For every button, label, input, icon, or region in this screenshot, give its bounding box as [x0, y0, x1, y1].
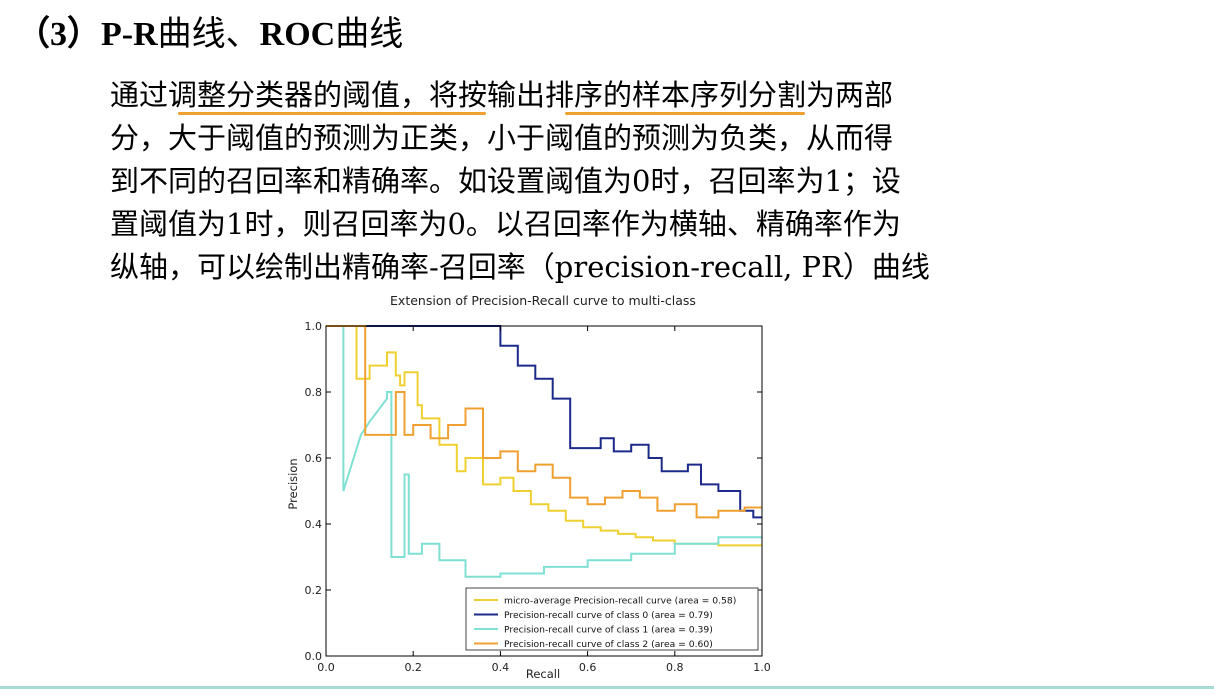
- underline-sorted-output: [565, 112, 805, 115]
- heading-curve1: 曲线、: [157, 14, 260, 54]
- legend-label-1: Precision-recall curve of class 0 (area …: [504, 610, 713, 621]
- explanation-paragraph: 通过调整分类器的阈值，将按输出排序的样本序列分割为两部 分，大于阈值的预测为正类…: [110, 74, 1150, 289]
- slide-heading: （3）P-R曲线、ROC曲线: [16, 6, 403, 55]
- x-axis-label: Recall: [526, 667, 560, 681]
- series-line-3: [326, 325, 762, 519]
- y-axis-label: Precision: [286, 458, 300, 509]
- series-line-2: [326, 325, 762, 578]
- y-tick-label-5: 1.0: [305, 320, 323, 333]
- x-tick-label-1: 0.2: [404, 661, 422, 674]
- series-line-1: [326, 325, 762, 519]
- pr-chart: Extension of Precision-Recall curve to m…: [270, 290, 780, 686]
- x-tick-label-5: 1.0: [753, 661, 771, 674]
- legend-box: [465, 587, 759, 651]
- x-tick-label-3: 0.6: [579, 661, 597, 674]
- x-tick-label-0: 0.0: [317, 661, 335, 674]
- paragraph-line-3: 到不同的召回率和精确率。如设置阈值为0时，召回率为1；设: [110, 164, 901, 198]
- legend-label-2: Precision-recall curve of class 1 (area …: [504, 625, 713, 636]
- y-tick-label-2: 0.4: [305, 518, 323, 531]
- bottom-rule: [0, 686, 1214, 689]
- series-line-0: [326, 325, 762, 547]
- legend-label-3: Precision-recall curve of class 2 (area …: [504, 639, 713, 650]
- heading-curve2: 曲线: [335, 14, 404, 54]
- pr-chart-svg: Extension of Precision-Recall curve to m…: [286, 293, 771, 681]
- y-tick-label-0: 0.0: [305, 650, 323, 663]
- y-tick-label-3: 0.6: [305, 452, 323, 465]
- paragraph-line-2: 分，大于阈值的预测为正类，小于阈值的预测为负类，从而得: [110, 121, 894, 155]
- plot-frame: [325, 325, 763, 657]
- y-tick-label-4: 0.8: [305, 386, 323, 399]
- paragraph-line-5: 纵轴，可以绘制出精确率-召回率（precision-recall, PR）曲线: [110, 250, 930, 284]
- x-tick-label-2: 0.4: [492, 661, 510, 674]
- underline-threshold: [178, 112, 486, 115]
- heading-roc: ROC: [259, 16, 336, 53]
- paragraph-line-1: 通过调整分类器的阈值，将按输出排序的样本序列分割为两部: [110, 78, 894, 112]
- chart-title: Extension of Precision-Recall curve to m…: [390, 293, 696, 308]
- plot-area: 0.0 0.2 0.4 0.6 0.8 1.0 0.0 0.2 0.4 0.6 0.8 1.0 micr…: [305, 320, 771, 674]
- legend-label-0: micro-average Precision-recall curve (ar…: [504, 596, 736, 607]
- y-tick-label-1: 0.2: [305, 584, 323, 597]
- heading-pr: P-R: [101, 16, 158, 53]
- paragraph-line-4: 置阈值为1时，则召回率为0。以召回率作为横轴、精确率作为: [110, 207, 901, 241]
- heading-number: （3）: [16, 16, 101, 53]
- x-tick-label-4: 0.8: [666, 661, 684, 674]
